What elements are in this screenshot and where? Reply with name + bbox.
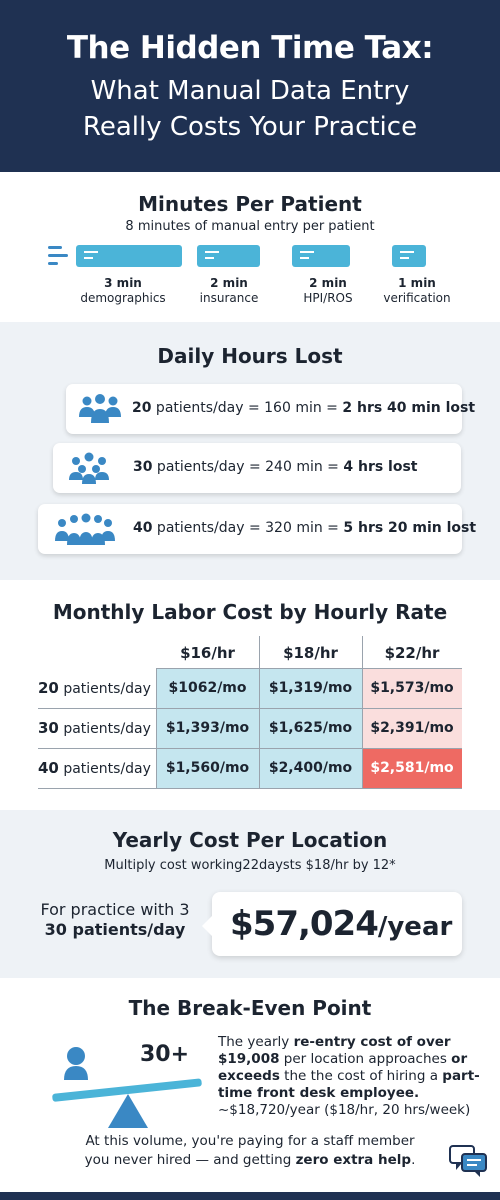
break-even-footer-line-1: At this volume, you're paying for a staf… <box>85 1133 415 1149</box>
column-header: $22/hr <box>384 644 440 662</box>
insurance-bar <box>197 245 260 267</box>
verification-bar <box>392 245 426 267</box>
table-divider <box>156 668 157 788</box>
practice-label: For practice with 3 30 patients/day <box>40 900 190 939</box>
table-cell: $2,400/mo <box>259 748 362 788</box>
page-subtitle-line-2: Really Costs Your Practice <box>82 112 418 142</box>
table-cell: $1,393/mo <box>156 708 259 748</box>
break-even-heading: The Break-Even Point <box>128 996 372 1020</box>
page-subtitle-line-1: What Manual Data Entry <box>90 76 410 106</box>
table-cell: $2,391/mo <box>362 708 462 748</box>
daily-row-text: 20 patients/day = 160 min = 2 hrs 40 min… <box>132 400 476 416</box>
table-divider <box>156 668 462 669</box>
people-group-icon <box>69 452 109 484</box>
minutes-item: 1 min verification <box>383 276 451 305</box>
seesaw-icon <box>52 1047 202 1128</box>
footer-strip <box>0 1192 500 1200</box>
monthly-cost-section: Monthly Labor Cost by Hourly Rate $16/hr… <box>0 580 500 810</box>
table-cell-highlight: $2,581/mo <box>362 748 462 788</box>
break-even-footer-line-2: you never hired — and getting zero extra… <box>84 1152 416 1168</box>
table-cell: $1,319/mo <box>259 668 362 708</box>
break-even-section: The Break-Even Point 30+ The yearly re-e… <box>0 978 500 1192</box>
minutes-subheading: 8 minutes of manual entry per patient <box>125 219 375 234</box>
people-group-icon <box>55 513 115 545</box>
person-icon <box>67 1047 85 1065</box>
column-header: $18/hr <box>283 644 338 662</box>
daily-row-card: 40 patients/day = 320 min = 5 hrs 20 min… <box>38 504 476 554</box>
minutes-item: 3 min demographics <box>80 276 166 305</box>
row-label: 30 patients/day <box>38 719 151 737</box>
volume-badge: 30+ <box>140 1042 190 1067</box>
daily-hours-section: Daily Hours Lost 20 patients/day = 160 m… <box>0 322 500 580</box>
yearly-cost-value: $57,024/year <box>230 904 453 944</box>
daily-heading: Daily Hours Lost <box>157 344 343 368</box>
table-cell: $1,560/mo <box>156 748 259 788</box>
table-cell: $1062/mo <box>156 668 259 708</box>
hpi-ros-bar <box>292 245 350 267</box>
table-divider <box>259 636 260 788</box>
table-cell: $1,625/mo <box>259 708 362 748</box>
row-label: 20 patients/day <box>38 679 151 697</box>
minutes-heading: Minutes Per Patient <box>138 192 362 216</box>
daily-row-card: 20 patients/day = 160 min = 2 hrs 40 min… <box>66 384 475 434</box>
daily-row-card: 30 patients/day = 240 min = 4 hrs lost <box>53 443 461 493</box>
daily-row-text: 40 patients/day = 320 min = 5 hrs 20 min… <box>133 520 477 536</box>
table-cell: $1,573/mo <box>362 668 462 708</box>
demographics-bar <box>76 245 182 267</box>
minutes-item: 2 min insurance <box>199 276 259 305</box>
column-header: $16/hr <box>180 644 235 662</box>
yearly-subheading: Multiply cost working22daysts $18/hr by … <box>104 858 396 873</box>
page-title: The Hidden Time Tax: <box>66 30 434 66</box>
table-divider <box>38 788 462 789</box>
break-even-text: The yearly re-entry cost of over $19,008… <box>218 1034 480 1118</box>
minutes-item: 2 min HPI/ROS <box>303 276 353 305</box>
minutes-per-patient-section: Minutes Per Patient 8 minutes of manual … <box>0 172 500 322</box>
daily-row-text: 30 patients/day = 240 min = 4 hrs lost <box>133 459 418 475</box>
yearly-cost-callout: $57,024/year <box>202 892 462 956</box>
row-label: 40 patients/day <box>38 759 151 777</box>
yearly-heading: Yearly Cost Per Location <box>112 828 388 852</box>
list-lines-icon <box>48 246 76 266</box>
header-banner: The Hidden Time Tax: What Manual Data En… <box>0 0 500 172</box>
monthly-heading: Monthly Labor Cost by Hourly Rate <box>52 600 448 624</box>
yearly-cost-section: Yearly Cost Per Location Multiply cost w… <box>0 810 500 978</box>
people-group-icon <box>79 394 121 423</box>
table-divider <box>38 708 462 709</box>
chat-bubbles-icon[interactable] <box>448 1144 488 1178</box>
table-divider <box>38 748 462 749</box>
table-divider <box>362 636 363 788</box>
